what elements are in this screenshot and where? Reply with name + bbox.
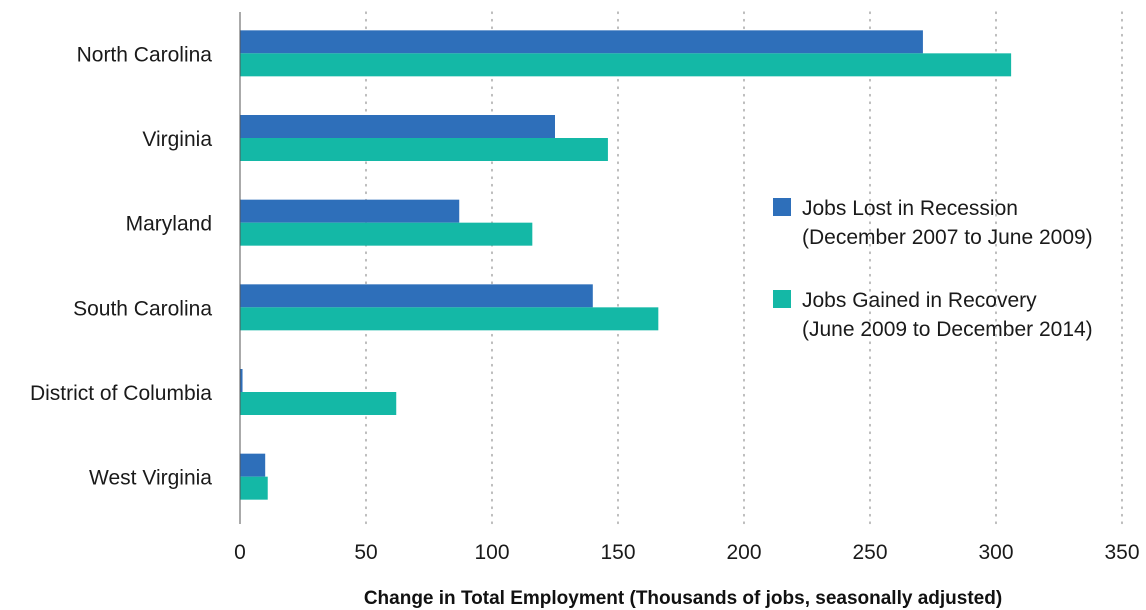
legend-swatch: [773, 198, 791, 216]
x-tick-label: 250: [852, 541, 887, 564]
x-tick-label: 150: [600, 541, 635, 564]
category-label: West Virginia: [89, 467, 212, 490]
category-label: Maryland: [126, 213, 212, 236]
bars: [240, 30, 1012, 500]
x-tick-label: 100: [474, 541, 509, 564]
legend-swatch: [773, 290, 791, 308]
bar-jobs-lost: [240, 30, 923, 54]
legend: Jobs Lost in Recession (December 2007 to …: [773, 197, 1093, 341]
bar-jobs-lost: [240, 369, 243, 392]
bar-jobs-gained: [240, 307, 659, 331]
bar-jobs-gained: [240, 222, 533, 246]
x-tick-label: 200: [726, 541, 761, 564]
bar-jobs-gained: [240, 476, 268, 500]
x-tick-label: 350: [1104, 541, 1139, 564]
bar-jobs-gained: [240, 392, 397, 415]
x-axis-title: Change in Total Employment (Thousands of…: [364, 588, 1002, 609]
category-label: North Carolina: [77, 43, 213, 66]
bar-jobs-lost: [240, 115, 555, 138]
gridlines: [365, 11, 1123, 525]
x-tick-label: 0: [234, 541, 246, 564]
legend-label: Jobs Lost in Recession: [802, 197, 1018, 220]
legend-label: Jobs Gained in Recovery: [802, 289, 1037, 312]
bar-jobs-lost: [240, 199, 460, 223]
category-labels: North Carolina Virginia Maryland South Caro…: [30, 43, 212, 489]
x-tick-labels: 0 50 100 150 200 250 300 350: [234, 541, 1139, 564]
x-tick-label: 300: [978, 541, 1013, 564]
category-label: District of Columbia: [30, 382, 212, 405]
legend-label-detail: (June 2009 to December 2014): [802, 318, 1093, 341]
category-label: South Carolina: [73, 297, 212, 320]
legend-label-detail: (December 2007 to June 2009): [802, 226, 1093, 249]
x-tick-label: 50: [354, 541, 377, 564]
bar-jobs-gained: [240, 53, 1012, 77]
bar-jobs-lost: [240, 284, 593, 308]
bar-jobs-gained: [240, 138, 608, 161]
bar-jobs-lost: [240, 453, 266, 477]
category-label: Virginia: [142, 128, 212, 151]
